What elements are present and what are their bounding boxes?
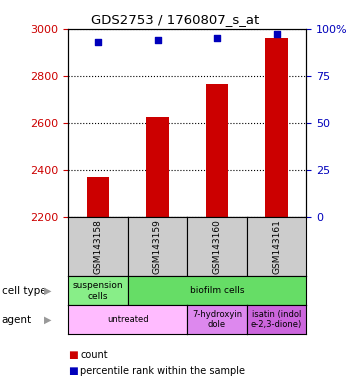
Point (95, 39, 101, 45)
Text: 7-hydroxyin
dole: 7-hydroxyin dole (192, 310, 242, 329)
Text: GSM143159: GSM143159 (153, 219, 162, 274)
Text: GSM143160: GSM143160 (212, 219, 222, 274)
Text: biofilm cells: biofilm cells (190, 286, 244, 295)
Text: ■: ■ (68, 350, 78, 360)
Point (214, 35, 220, 41)
Text: ▶: ▶ (43, 286, 51, 296)
Bar (146, 117, 169, 217)
Text: suspension
cells: suspension cells (73, 281, 123, 301)
Text: GSM143158: GSM143158 (93, 219, 103, 274)
Point (155, 37, 160, 43)
Text: isatin (indol
e-2,3-dione): isatin (indol e-2,3-dione) (251, 310, 302, 329)
Text: GDS2753 / 1760807_s_at: GDS2753 / 1760807_s_at (91, 13, 259, 26)
Text: cell type: cell type (2, 286, 46, 296)
Point (274, 31, 279, 38)
Bar (265, 38, 288, 217)
Text: ▶: ▶ (43, 314, 51, 325)
Text: agent: agent (2, 314, 32, 325)
Bar (87, 177, 109, 217)
Text: percentile rank within the sample: percentile rank within the sample (80, 366, 245, 376)
Text: ■: ■ (68, 366, 78, 376)
Text: count: count (80, 350, 108, 360)
Text: untreated: untreated (107, 315, 148, 324)
Bar (206, 84, 228, 217)
Text: GSM143161: GSM143161 (272, 219, 281, 274)
